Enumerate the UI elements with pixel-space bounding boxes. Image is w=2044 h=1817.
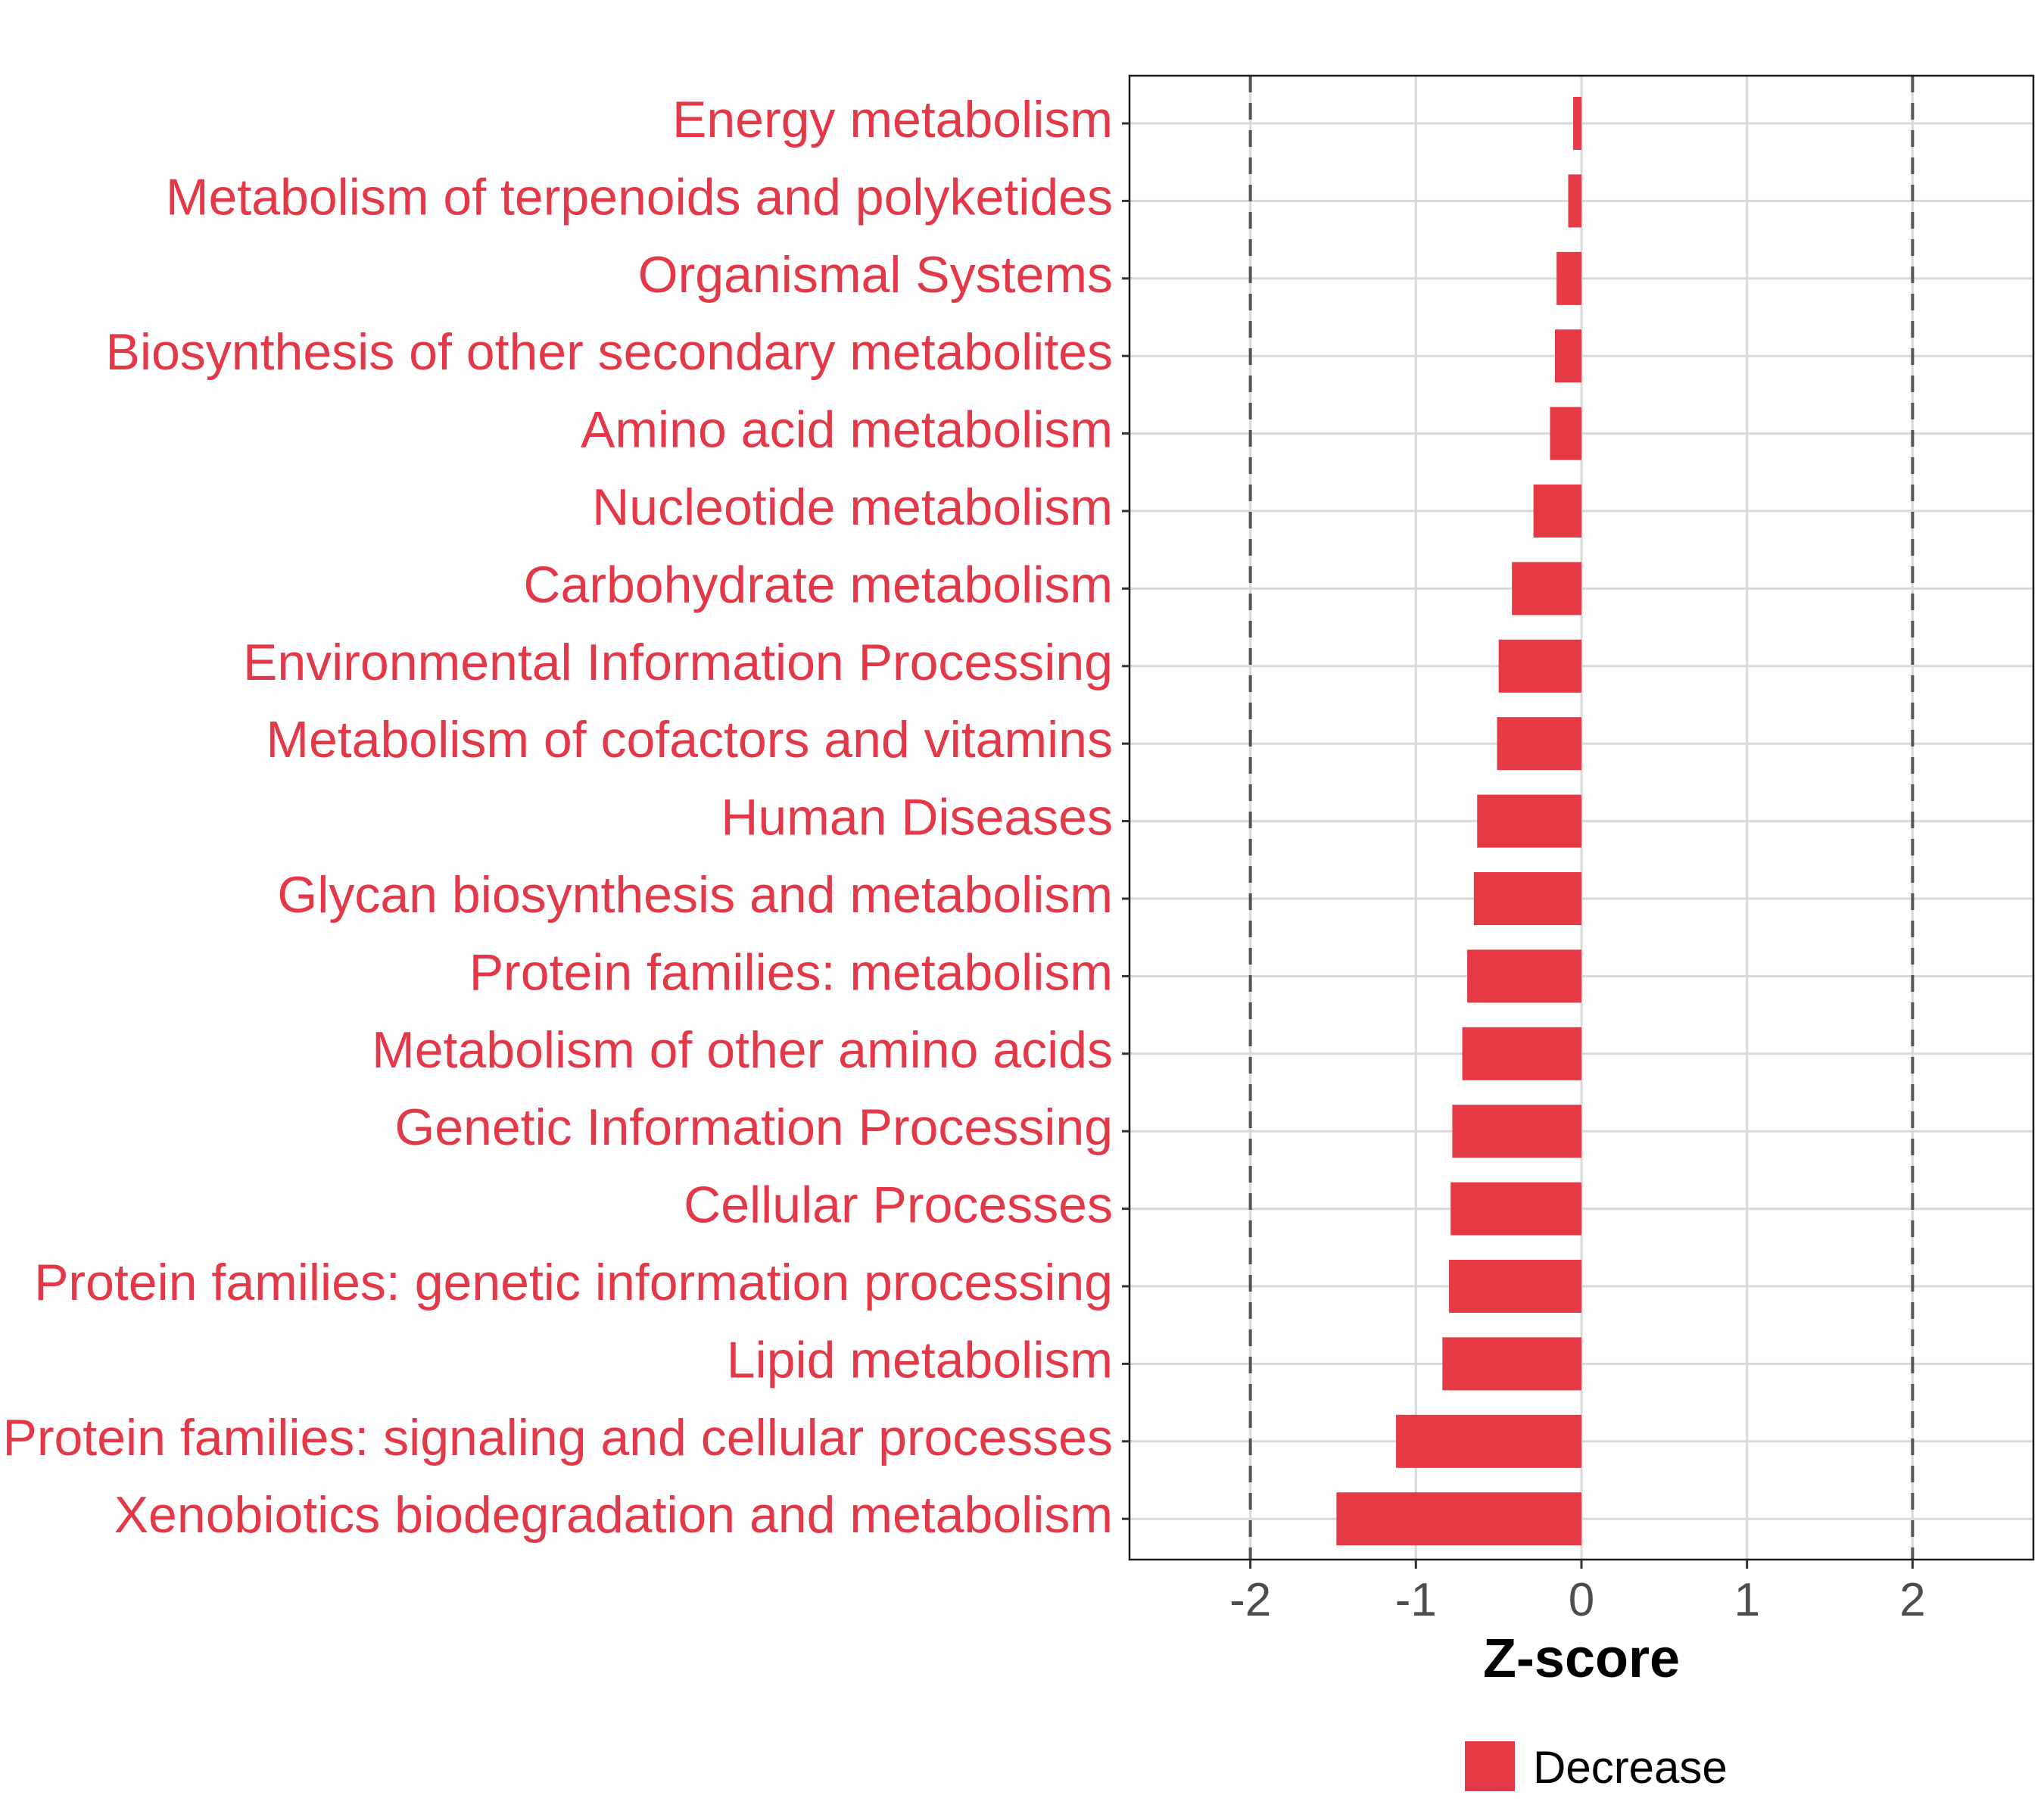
category-label: Energy metabolism [672, 91, 1113, 148]
bar [1550, 407, 1581, 460]
category-label: Carbohydrate metabolism [523, 556, 1113, 613]
category-label: Metabolism of other amino acids [372, 1021, 1113, 1079]
category-label: Metabolism of terpenoids and polyketides [166, 168, 1113, 226]
x-axis-title: Z-score [1483, 1628, 1680, 1689]
x-tick-label: 1 [1734, 1574, 1759, 1626]
x-tick-label: -1 [1395, 1574, 1437, 1626]
bar [1473, 872, 1581, 925]
x-axis-ticks [1249, 1560, 1914, 1569]
legend-label-decrease: Decrease [1533, 1742, 1728, 1793]
category-label: Metabolism of cofactors and vitamins [266, 711, 1113, 768]
bar [1450, 1182, 1581, 1236]
bars [1336, 97, 1581, 1546]
category-label: Xenobiotics biodegradation and metabolis… [114, 1486, 1113, 1544]
bar [1462, 1027, 1581, 1080]
reference-lines [1248, 76, 1915, 1560]
bar [1336, 1492, 1581, 1546]
bar [1512, 562, 1581, 616]
legend: Decrease [1465, 1741, 1728, 1793]
bar [1477, 794, 1581, 848]
category-label: Amino acid metabolism [581, 401, 1113, 459]
category-label: Genetic Information Processing [394, 1099, 1113, 1156]
bar [1498, 639, 1581, 693]
x-tick-labels: -2 -1 0 1 2 [1229, 1574, 1926, 1626]
category-label: Environmental Information Processing [243, 634, 1113, 691]
category-label: Nucleotide metabolism [592, 478, 1113, 536]
category-label: Protein families: genetic information pr… [34, 1254, 1113, 1311]
category-label: Biosynthesis of other secondary metaboli… [106, 323, 1113, 381]
legend-swatch-decrease [1465, 1741, 1515, 1791]
x-tick-label: -2 [1229, 1574, 1271, 1626]
category-label: Organismal Systems [638, 246, 1113, 304]
bar [1556, 251, 1581, 305]
category-label: Lipid metabolism [727, 1331, 1113, 1388]
category-label: Glycan biosynthesis and metabolism [277, 866, 1113, 924]
bar [1452, 1105, 1581, 1158]
bar [1555, 329, 1581, 383]
y-axis-ticks [1122, 122, 1129, 1520]
category-label: Cellular Processes [684, 1177, 1113, 1234]
category-labels: Energy metabolism Metabolism of terpenoid… [2, 91, 1113, 1544]
bar [1396, 1414, 1581, 1468]
bar [1573, 97, 1581, 150]
category-label: Human Diseases [721, 789, 1113, 846]
x-tick-label: 2 [1899, 1574, 1925, 1626]
bar [1533, 485, 1581, 538]
bar [1442, 1337, 1581, 1391]
bar [1497, 717, 1581, 771]
category-label: Protein families: metabolism [469, 943, 1113, 1001]
bar [1568, 174, 1581, 228]
bar [1449, 1260, 1581, 1313]
bar [1467, 949, 1581, 1003]
category-label: Protein families: signaling and cellular… [2, 1409, 1113, 1466]
x-tick-label: 0 [1569, 1574, 1594, 1626]
